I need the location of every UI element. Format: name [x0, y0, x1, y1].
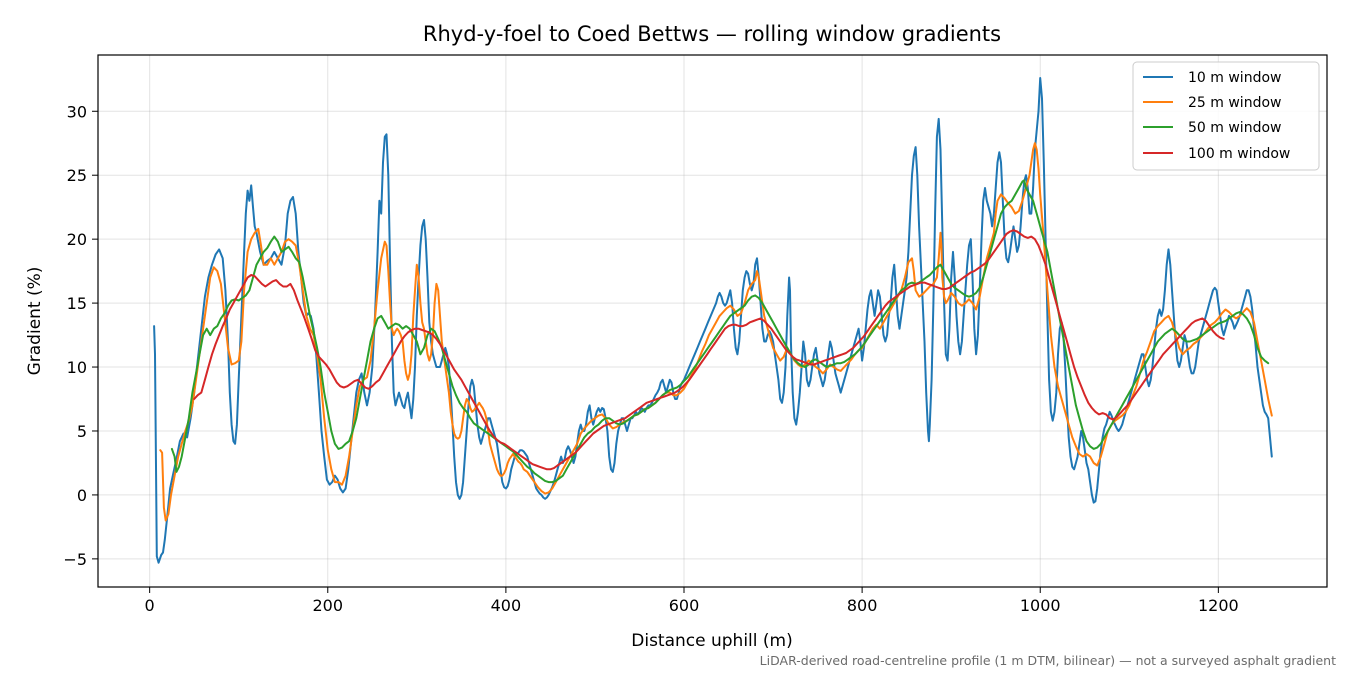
plot-frame	[97, 54, 1328, 588]
series-line-25-m-window	[159, 142, 1273, 522]
legend-frame	[1132, 61, 1320, 171]
x-tick-label: 200	[312, 596, 343, 615]
legend-label-100m: 100 m window	[1188, 146, 1290, 162]
y-tick-label: 15	[67, 294, 87, 313]
y-tick-label: 20	[67, 230, 87, 249]
x-tick-label: 0	[145, 596, 155, 615]
series-line-50-m-window	[170, 179, 1270, 484]
y-tick-label: 5	[77, 422, 87, 441]
x-tick-label: 800	[847, 596, 878, 615]
y-tick-label: 25	[67, 166, 87, 185]
series-line-10-m-window	[153, 77, 1273, 564]
y-tick-label: 30	[67, 102, 87, 121]
chart-title: Rhyd-y-foel to Coed Bettws — rolling win…	[423, 22, 1001, 46]
footnote: LiDAR-derived road-centreline profile (1…	[760, 653, 1336, 668]
series-line-100-m-window	[193, 229, 1225, 471]
y-tick-label: 0	[77, 486, 87, 505]
y-axis: −5 0 5 10 15 20 25 30	[63, 102, 98, 569]
legend-label-50m: 50 m window	[1188, 120, 1281, 136]
series-group	[153, 77, 1273, 564]
x-tick-label: 1000	[1020, 596, 1061, 615]
x-axis: 0 200 400 600 800 1000 1200	[145, 587, 1239, 615]
legend: 10 m window 25 m window 50 m window 100 …	[1132, 61, 1320, 171]
legend-label-10m: 10 m window	[1188, 70, 1281, 86]
grid	[98, 55, 1327, 587]
y-tick-label: 10	[67, 358, 87, 377]
y-axis-label: Gradient (%)	[25, 267, 45, 376]
x-tick-label: 600	[669, 596, 700, 615]
y-tick-label: −5	[63, 550, 87, 569]
legend-label-25m: 25 m window	[1188, 95, 1281, 111]
x-axis-label: Distance uphill (m)	[631, 631, 792, 651]
x-tick-label: 1200	[1198, 596, 1239, 615]
x-tick-label: 400	[491, 596, 522, 615]
